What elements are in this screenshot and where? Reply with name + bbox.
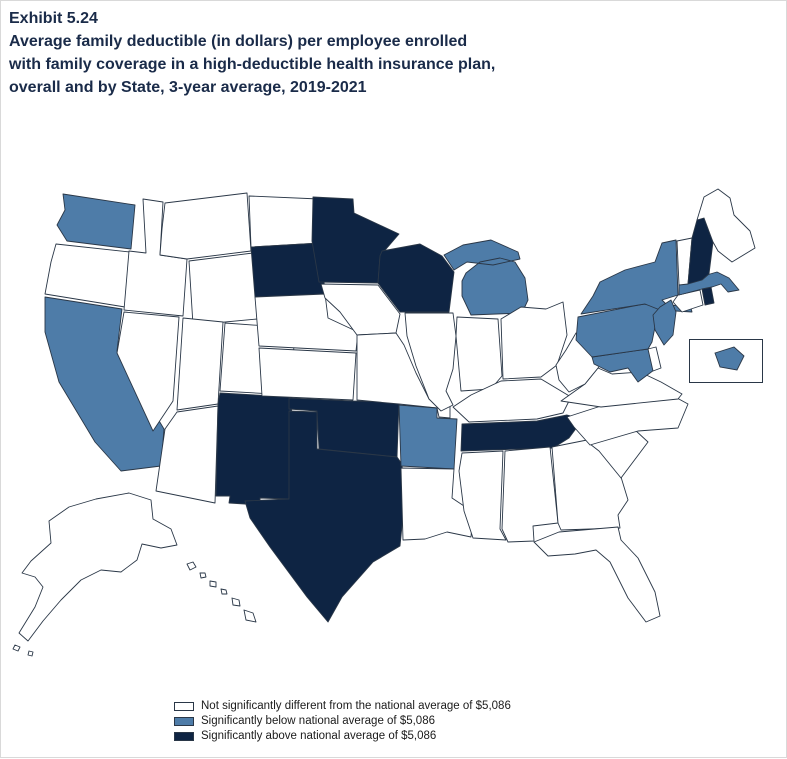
state-wi xyxy=(377,243,455,313)
state-al xyxy=(501,446,559,543)
legend-label-not-significant: Not significantly different from the nat… xyxy=(201,700,511,712)
title-line-2: with family coverage in a high-deductibl… xyxy=(9,56,496,73)
state-ca xyxy=(44,296,165,472)
state-hi xyxy=(186,561,257,623)
state-de xyxy=(647,346,662,372)
state-mi xyxy=(443,239,529,316)
map-legend: Not significantly different from the nat… xyxy=(174,699,511,744)
state-tx xyxy=(244,410,405,623)
state-nv xyxy=(116,311,180,432)
state-dc xyxy=(714,346,745,371)
state-ri xyxy=(701,286,715,306)
state-wy xyxy=(188,252,258,326)
state-nm xyxy=(215,392,293,506)
legend-label-below-average: Significantly below national average of … xyxy=(201,715,435,727)
legend-swatch-not-significant xyxy=(174,702,194,711)
state-me xyxy=(696,188,756,263)
state-la xyxy=(400,467,474,541)
state-il xyxy=(404,312,457,412)
state-ks xyxy=(258,347,357,401)
state-or xyxy=(44,243,131,308)
title-line-1: Average family deductible (in dollars) p… xyxy=(9,33,468,50)
state-ma xyxy=(678,271,740,296)
state-mt xyxy=(159,192,252,260)
title-line-3: overall and by State, 3-year average, 20… xyxy=(9,79,367,96)
title-block: Exhibit 5.24 Average family deductible (… xyxy=(9,7,769,99)
state-ak xyxy=(12,492,178,657)
legend-item-not-significant: Not significantly different from the nat… xyxy=(174,699,511,714)
state-fl xyxy=(533,526,661,623)
state-wa xyxy=(56,193,136,250)
state-az xyxy=(155,405,219,504)
exhibit-number: Exhibit 5.24 xyxy=(9,10,98,27)
state-ms xyxy=(458,450,507,541)
state-ar xyxy=(398,404,458,470)
legend-swatch-below-average xyxy=(174,717,194,726)
state-id xyxy=(123,198,188,317)
legend-item-below-average: Significantly below national average of … xyxy=(174,714,511,729)
state-nj xyxy=(652,299,677,346)
legend-label-above-average: Significantly above national average of … xyxy=(201,730,437,742)
state-in xyxy=(455,316,503,392)
state-oh xyxy=(500,301,568,380)
legend-swatch-above-average xyxy=(174,732,194,741)
state-nd xyxy=(248,195,322,248)
state-ut xyxy=(176,317,224,411)
legend-item-above-average: Significantly above national average of … xyxy=(174,729,511,744)
